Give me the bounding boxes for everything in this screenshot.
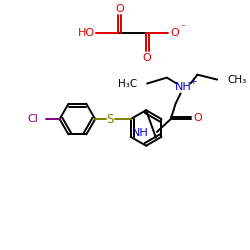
Text: H₃C: H₃C xyxy=(118,78,137,88)
Text: O: O xyxy=(115,4,124,14)
Text: NH: NH xyxy=(132,128,149,138)
Text: O: O xyxy=(193,113,202,123)
Text: O: O xyxy=(143,53,152,63)
Text: +: + xyxy=(189,77,196,86)
Text: CH₃: CH₃ xyxy=(227,74,246,85)
Text: ⁻: ⁻ xyxy=(180,23,185,33)
Text: HO: HO xyxy=(78,28,96,38)
Text: O: O xyxy=(170,28,179,38)
Text: Cl: Cl xyxy=(27,114,38,124)
Text: NH: NH xyxy=(175,82,192,92)
Text: S: S xyxy=(106,112,114,126)
